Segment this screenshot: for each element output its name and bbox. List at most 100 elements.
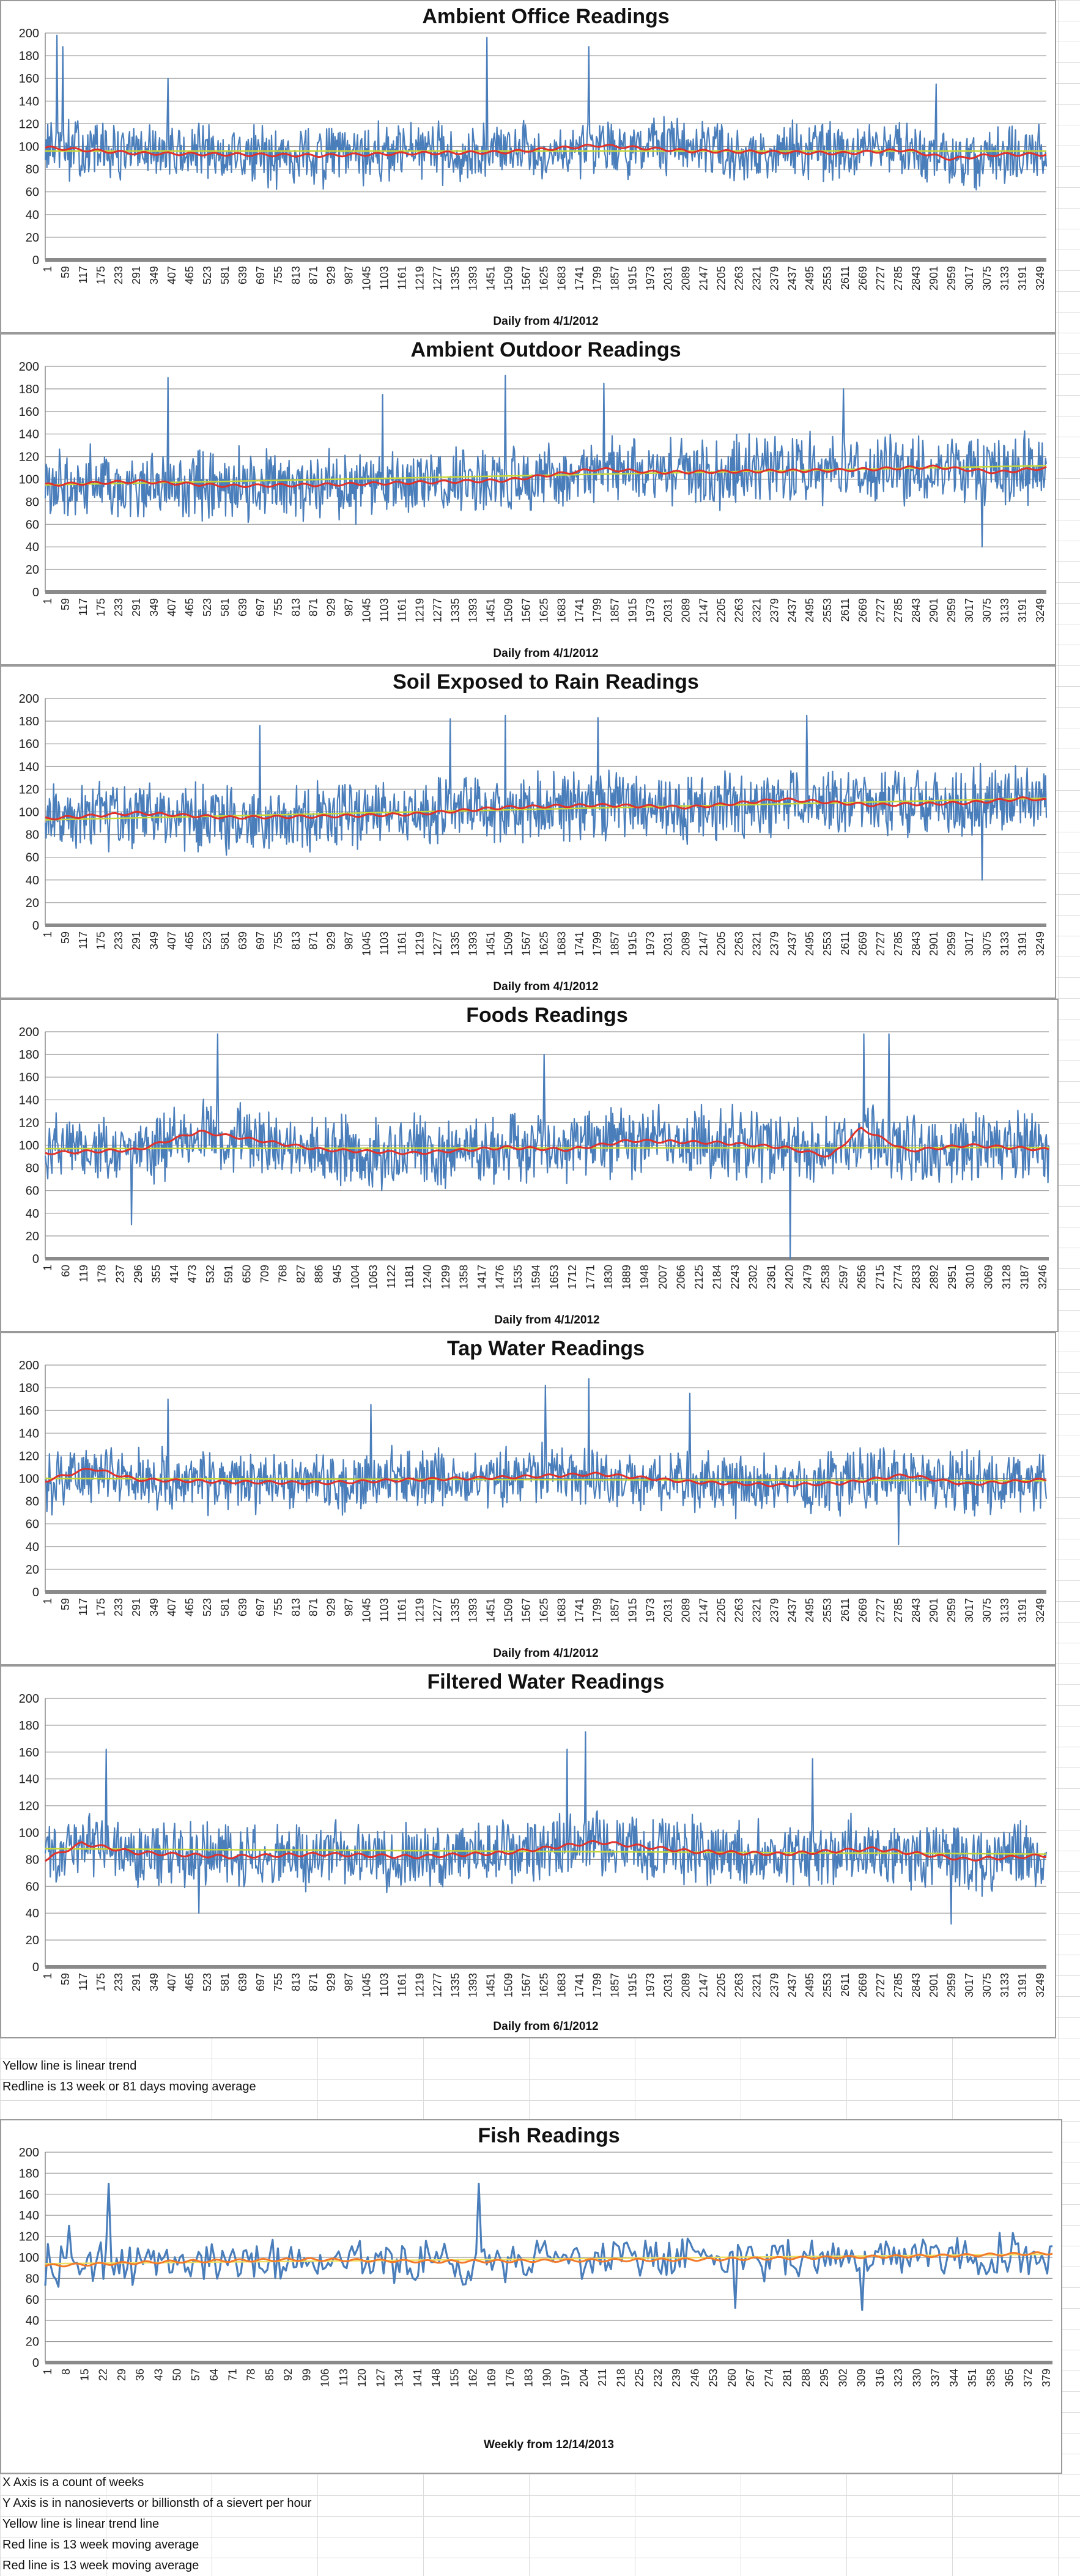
x-tick-label: 106 — [319, 2369, 331, 2387]
series-moving-average — [45, 143, 1047, 161]
x-tick-label: 1625 — [538, 598, 550, 623]
x-tick-label: 871 — [308, 266, 320, 284]
x-axis-title: Daily from 4/1/2012 — [494, 1314, 599, 1327]
y-tick-label: 180 — [19, 2167, 39, 2180]
y-tick-label: 20 — [26, 897, 39, 910]
x-tick-label: 1103 — [379, 598, 391, 622]
chart-svg: Ambient Outdoor Readings 0 20 40 60 80 100 120 1… — [19, 338, 1048, 660]
y-tick-label: 0 — [32, 254, 39, 267]
y-tick-label: 120 — [19, 451, 39, 464]
x-tick-label: 1625 — [538, 1598, 550, 1623]
y-tick-label: 40 — [26, 209, 39, 222]
x-tick-label: 233 — [113, 266, 125, 284]
y-tick-label: 40 — [26, 874, 39, 887]
x-tick-label: 1771 — [584, 1265, 596, 1289]
series-linear-trend — [45, 2253, 1053, 2265]
x-tick-label: 2553 — [821, 598, 834, 623]
x-tick-label: 2066 — [675, 1265, 687, 1289]
x-tick-label: 175 — [95, 598, 107, 616]
x-tick-label: 117 — [77, 1973, 89, 1991]
x-tick-label: 581 — [219, 1973, 231, 1991]
x-tick-label: 407 — [166, 598, 178, 616]
x-tick-label: 755 — [272, 1973, 284, 1991]
x-tick-label: 3017 — [963, 931, 975, 956]
x-tick-label: 1683 — [555, 266, 568, 291]
x-tick-label: 2785 — [892, 931, 904, 956]
x-tick-label: 1219 — [414, 598, 426, 623]
x-tick-label: 175 — [95, 1973, 107, 1991]
y-tick-label: 200 — [19, 692, 39, 706]
x-tick-label: 323 — [892, 2369, 904, 2387]
x-tick-label: 204 — [578, 2369, 590, 2387]
x-tick-label: 2727 — [875, 598, 887, 623]
x-tick-label: 85 — [264, 2369, 276, 2381]
x-tick-label: 1567 — [520, 1973, 533, 1997]
x-tick-label: 3191 — [1016, 266, 1029, 291]
x-tick-label: 1 — [42, 266, 54, 272]
x-tick-label: 1915 — [626, 1598, 638, 1623]
x-tick-label: 1948 — [638, 1265, 651, 1289]
x-tick-label: 1741 — [573, 1598, 585, 1623]
y-tick-label: 180 — [19, 383, 39, 396]
x-tick-label: 3075 — [981, 1973, 993, 1997]
x-tick-label: 987 — [343, 1598, 355, 1616]
x-tick-label: 2147 — [697, 1973, 709, 1997]
x-tick-label: 175 — [95, 931, 107, 950]
y-tick-label: 160 — [19, 1746, 39, 1760]
y-tick-label: 80 — [26, 1162, 39, 1175]
x-tick-label: 2263 — [733, 931, 745, 956]
x-tick-label: 3128 — [1000, 1265, 1013, 1289]
y-tick-label: 60 — [26, 186, 39, 199]
x-tick-label: 59 — [59, 598, 72, 610]
y-tick-label: 140 — [19, 428, 39, 442]
x-tick-label: 50 — [171, 2369, 183, 2381]
y-tick-label: 20 — [26, 563, 39, 577]
x-tick-label: 3075 — [981, 266, 993, 291]
x-tick-label: 639 — [237, 931, 249, 950]
x-tick-label: 225 — [634, 2369, 646, 2387]
chart-title: Soil Exposed to Rain Readings — [393, 670, 699, 694]
x-tick-label: 2379 — [768, 1598, 780, 1623]
x-tick-label: 1122 — [385, 1265, 398, 1289]
x-tick-label: 465 — [183, 266, 196, 284]
note-yellow-line: Yellow line is linear trend line — [2, 2517, 160, 2531]
x-tick-label: 291 — [130, 598, 142, 616]
x-tick-label: 697 — [254, 598, 267, 616]
x-tick-label: 3069 — [982, 1265, 994, 1289]
x-tick-label: 2959 — [945, 598, 958, 623]
x-tick-label: 1161 — [396, 598, 409, 622]
x-tick-label: 1277 — [432, 598, 444, 623]
x-tick-label: 119 — [78, 1265, 90, 1282]
x-tick-label: 3075 — [981, 598, 993, 623]
chart-title: Ambient Outdoor Readings — [411, 338, 681, 361]
x-tick-label: 697 — [254, 1598, 267, 1616]
chart-title: Tap Water Readings — [447, 1337, 645, 1360]
x-tick-label: 2263 — [733, 266, 745, 291]
chart-foods: Foods Readings 0 20 40 60 80 100 120 140 160 180 20… — [0, 999, 1059, 1332]
x-tick-label: 768 — [277, 1265, 289, 1283]
x-tick-label: 233 — [113, 598, 125, 616]
y-tick-label: 160 — [19, 1404, 39, 1418]
x-tick-label: 2495 — [804, 1973, 816, 1997]
x-tick-label: 2553 — [821, 931, 834, 956]
x-tick-label: 2611 — [839, 931, 851, 955]
x-tick-label: 2031 — [662, 266, 674, 291]
x-tick-label: 1857 — [608, 598, 621, 623]
x-tick-label: 1653 — [548, 1265, 560, 1289]
x-tick-label: 827 — [295, 1265, 307, 1283]
x-tick-label: 2727 — [875, 266, 887, 291]
y-tick-label: 200 — [19, 360, 39, 374]
x-tick-label: 178 — [96, 1265, 108, 1283]
x-tick-label: 2089 — [679, 1973, 692, 1997]
x-tick-label: 60 — [60, 1265, 72, 1277]
x-tick-label: 2321 — [750, 266, 763, 291]
x-tick-label: 1973 — [644, 266, 656, 291]
x-tick-label: 2263 — [733, 1598, 745, 1623]
x-tick-label: 349 — [148, 266, 160, 284]
x-tick-label: 36 — [134, 2369, 146, 2381]
x-tick-label: 1277 — [432, 1598, 444, 1623]
x-tick-label: 2959 — [945, 266, 958, 291]
x-tick-label: 639 — [237, 598, 249, 616]
x-tick-label: 2495 — [804, 266, 816, 291]
x-tick-label: 2669 — [857, 598, 869, 623]
